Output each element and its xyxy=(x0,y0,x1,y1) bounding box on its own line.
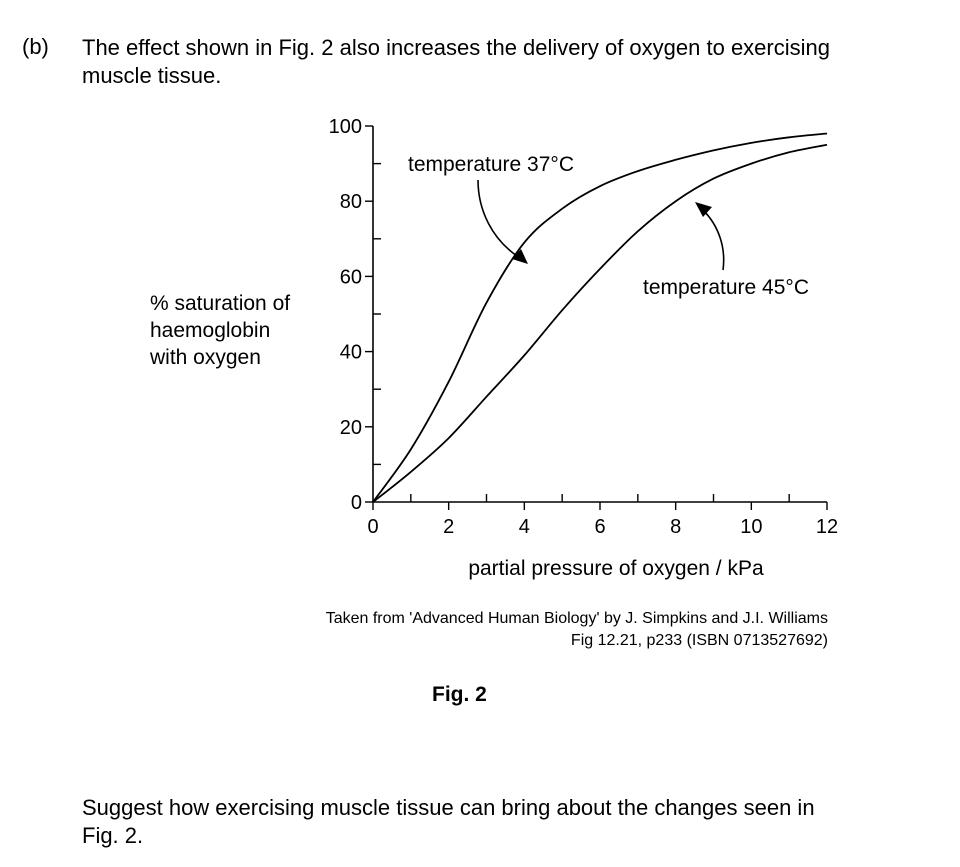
y-tick-label: 20 xyxy=(340,417,362,439)
question-prompt: Suggest how exercising muscle tissue can… xyxy=(82,794,942,850)
question-text-line-2: muscle tissue. xyxy=(82,63,222,88)
y-tick-label: 80 xyxy=(340,191,362,213)
chart-axes: 0 20 40 60 80 100 0 2 4 6 8 10 12 xyxy=(329,116,839,538)
curve-45c-line xyxy=(372,143,828,503)
y-axis-title-line: with oxygen xyxy=(149,346,261,369)
prompt-line-2: Fig. 2. xyxy=(82,823,144,848)
figure-source-citation: Taken from 'Advanced Human Biology' by J… xyxy=(326,608,828,652)
arrow-37c-line xyxy=(477,179,521,259)
x-tick-label: 2 xyxy=(443,516,454,538)
y-axis-title-line: haemoglobin xyxy=(150,319,270,342)
x-axis-title: partial pressure of oxygen / kPa xyxy=(468,557,764,580)
y-tick-label: 100 xyxy=(329,116,362,138)
arrow-45c-head xyxy=(695,202,712,217)
x-tick-label: 0 xyxy=(367,516,378,538)
arrow-45c-line xyxy=(702,209,725,271)
question-text: The effect shown in Fig. 2 also increase… xyxy=(82,34,942,90)
source-line-2: Fig 12.21, p233 (ISBN 0713527692) xyxy=(570,632,828,649)
chart-curves xyxy=(372,132,828,503)
x-tick-label: 8 xyxy=(670,516,681,538)
series-label-45c: temperature 45°C xyxy=(643,276,809,299)
x-tick-label: 6 xyxy=(594,516,605,538)
x-tick-label: 10 xyxy=(740,516,762,538)
series-label-37c: temperature 37°C xyxy=(408,153,574,176)
y-tick-label: 40 xyxy=(340,342,362,364)
chart-annotations: temperature 37°C temperature 45°C xyxy=(408,153,809,299)
source-line-1: Taken from 'Advanced Human Biology' by J… xyxy=(325,610,828,627)
x-tick-label: 4 xyxy=(519,516,530,538)
y-axis-title-line: % saturation of xyxy=(150,292,290,315)
chart-axis-labels: partial pressure of oxygen / kPa % satura… xyxy=(149,292,764,580)
question-label: (b) xyxy=(22,34,49,59)
x-tick-label: 12 xyxy=(816,516,838,538)
question-text-line-1: The effect shown in Fig. 2 also increase… xyxy=(82,35,830,60)
curve-37c-line xyxy=(372,132,828,503)
arrow-37c-head xyxy=(512,249,528,264)
prompt-line-1: Suggest how exercising muscle tissue can… xyxy=(82,795,815,820)
y-tick-label: 60 xyxy=(340,266,362,288)
y-tick-label: 0 xyxy=(351,492,362,514)
figure-label: Fig. 2 xyxy=(432,683,487,706)
